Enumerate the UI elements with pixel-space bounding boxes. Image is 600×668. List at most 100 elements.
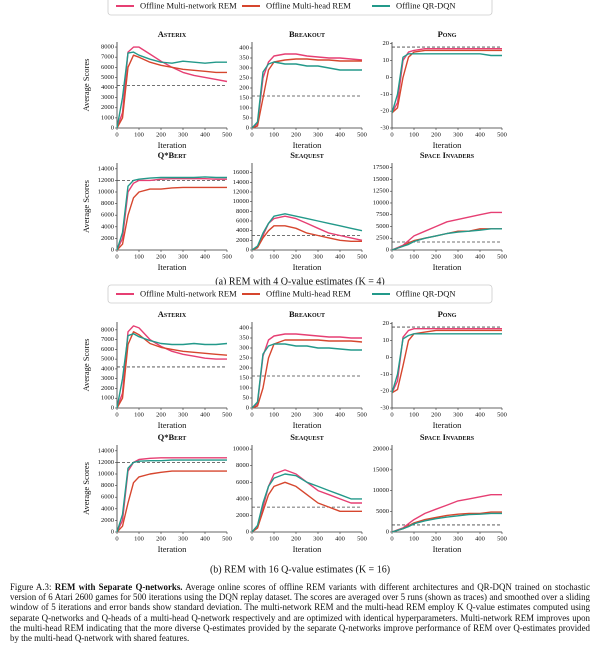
x-tick-label: 200 <box>431 253 441 260</box>
x-axis-label: Iteration <box>433 140 463 150</box>
y-tick-label: 8000 <box>101 326 114 333</box>
y-tick-label: 0 <box>386 528 389 535</box>
x-tick-label: 100 <box>409 131 419 138</box>
y-tick-label: 2500 <box>376 235 389 242</box>
x-tick-label: 200 <box>431 411 441 418</box>
series-line <box>251 213 363 251</box>
x-tick-label: 500 <box>357 535 367 542</box>
x-tick-label: 0 <box>390 253 393 260</box>
y-tick-label: 6000 <box>101 64 114 71</box>
series-line <box>116 51 227 129</box>
x-tick-label: 500 <box>222 535 232 542</box>
x-tick-label: 200 <box>156 131 166 138</box>
y-tick-label: 150 <box>239 374 249 381</box>
x-tick-label: 0 <box>390 411 393 418</box>
x-tick-label: 500 <box>222 253 232 260</box>
y-tick-label: 15000 <box>373 466 389 473</box>
series-line <box>391 211 502 251</box>
legend-label: Offline Multi-network REM <box>140 0 237 10</box>
y-tick-label: 2000 <box>236 237 249 244</box>
x-tick-label: 400 <box>200 535 210 542</box>
legend-label: Offline Multi-network REM <box>140 288 237 298</box>
y-tick-label: 0 <box>111 124 114 131</box>
y-tick-label: 16000 <box>233 169 249 176</box>
y-axis-label: Average Scores <box>81 59 91 112</box>
y-tick-label: 2000 <box>101 104 114 111</box>
y-tick-label: 0 <box>111 404 114 411</box>
x-tick-label: 0 <box>115 411 118 418</box>
y-tick-label: 3000 <box>101 375 114 382</box>
y-tick-label: 10000 <box>233 198 249 205</box>
series-line <box>251 215 363 251</box>
y-tick-label: 4000 <box>236 495 249 502</box>
y-tick-label: 12000 <box>233 188 249 195</box>
x-tick-label: 300 <box>453 535 463 542</box>
y-tick-label: -30 <box>380 124 389 131</box>
x-axis-label: Iteration <box>293 420 323 430</box>
y-tick-label: 7500 <box>376 211 389 218</box>
x-tick-label: 200 <box>291 131 301 138</box>
y-tick-label: 0 <box>386 246 389 253</box>
x-tick-label: 0 <box>250 253 253 260</box>
y-tick-label: 300 <box>239 344 249 351</box>
series-line <box>391 49 502 114</box>
x-axis-label: Iteration <box>293 544 323 554</box>
y-tick-label: 2000 <box>101 385 114 392</box>
x-tick-label: 100 <box>134 535 144 542</box>
figure: (a) REM with 4 Q-value estimates (K = 4)… <box>81 0 507 575</box>
x-axis-label: Iteration <box>158 544 188 554</box>
y-tick-label: 0 <box>246 404 249 411</box>
y-tick-label: 6000 <box>236 479 249 486</box>
x-tick-label: 500 <box>497 131 507 138</box>
x-tick-label: 200 <box>156 535 166 542</box>
y-tick-label: 8000 <box>236 462 249 469</box>
legend-label: Offline QR-DQN <box>396 288 456 298</box>
x-tick-label: 200 <box>156 253 166 260</box>
x-tick-label: 0 <box>390 131 393 138</box>
series-line <box>391 228 502 251</box>
x-tick-label: 400 <box>475 535 485 542</box>
y-tick-label: -10 <box>380 91 389 98</box>
x-tick-label: 100 <box>269 411 279 418</box>
chart-title: Breakout <box>289 309 325 319</box>
y-tick-label: 8000 <box>236 208 249 215</box>
series-line <box>251 481 362 533</box>
series-line <box>116 459 227 533</box>
y-tick-label: 14000 <box>98 447 114 454</box>
chart-title: Space Invaders <box>420 432 475 442</box>
chart-title: Q*Bert <box>158 150 187 160</box>
series-line <box>116 457 227 533</box>
series-line <box>391 494 502 533</box>
x-tick-label: 400 <box>335 535 345 542</box>
x-axis-label: Iteration <box>158 140 188 150</box>
figure-caption: Figure A.3: REM with Separate Q-networks… <box>10 582 590 643</box>
y-tick-label: 6000 <box>101 494 114 501</box>
x-tick-label: 200 <box>291 253 301 260</box>
chart-title: Asterix <box>158 29 187 39</box>
y-tick-label: 100 <box>239 104 249 111</box>
series-line <box>391 328 502 394</box>
y-tick-label: 10000 <box>98 188 114 195</box>
x-tick-label: 100 <box>269 131 279 138</box>
x-tick-label: 200 <box>291 411 301 418</box>
x-tick-label: 400 <box>200 131 210 138</box>
y-tick-label: 200 <box>239 84 249 91</box>
y-tick-label: 4000 <box>236 227 249 234</box>
caption-label: Figure A.3: <box>10 582 52 592</box>
y-tick-label: 10 <box>383 337 390 344</box>
x-tick-label: 300 <box>313 411 323 418</box>
y-tick-label: 50 <box>243 114 250 121</box>
series-line <box>391 228 502 251</box>
series-line <box>116 46 228 129</box>
y-tick-label: 50 <box>243 394 250 401</box>
x-tick-label: 300 <box>313 535 323 542</box>
legend-label: Offline Multi-head REM <box>266 288 351 298</box>
y-tick-label: 2000 <box>101 235 114 242</box>
x-tick-label: 300 <box>178 411 188 418</box>
y-tick-label: 2000 <box>101 517 114 524</box>
x-tick-label: 100 <box>269 535 279 542</box>
chart-title: Space Invaders <box>420 150 475 160</box>
y-tick-label: 1000 <box>101 114 114 121</box>
series-line <box>116 470 227 533</box>
